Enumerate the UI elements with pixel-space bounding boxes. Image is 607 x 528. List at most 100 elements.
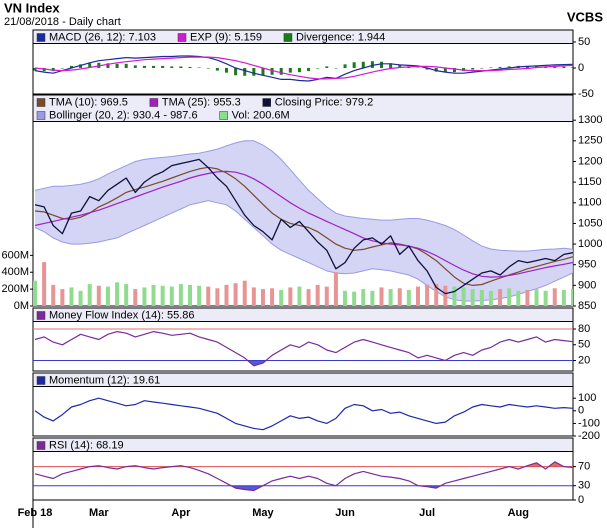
x-tick-label: Apr (171, 507, 191, 519)
divergence-bar (197, 67, 201, 68)
y-tick-label: 20 (578, 354, 590, 366)
volume-bar (543, 290, 548, 306)
y-tick-label: 0 (578, 494, 584, 506)
legend-swatch (36, 111, 46, 120)
y-tick-label: 850 (578, 300, 596, 312)
legend-box (33, 95, 573, 122)
bollinger-band (35, 140, 573, 301)
y-tick-label: 30 (578, 480, 590, 492)
x-tick-label: Jul (419, 507, 435, 519)
divergence-bar (434, 67, 438, 72)
volume-bar (525, 289, 530, 306)
legend-swatch (36, 376, 46, 385)
volume-bar (169, 286, 174, 306)
divergence-bar (471, 67, 475, 70)
volume-bar (415, 286, 420, 306)
y-tick-label: 1050 (578, 217, 602, 229)
y-tick-label: 1100 (578, 197, 602, 209)
divergence-bar (261, 67, 265, 76)
volume-bar (124, 284, 129, 306)
divergence-bar (79, 64, 83, 68)
divergence-bar (161, 65, 165, 68)
y-tick-label: -100 (578, 417, 600, 429)
volume-bar (87, 284, 92, 306)
volume-bar (224, 284, 229, 306)
volume-bar (324, 286, 329, 306)
series-line (34, 397, 573, 431)
divergence-bar (279, 67, 283, 75)
volume-bar (352, 291, 357, 306)
volume-bar (406, 289, 411, 306)
volume-bar (571, 289, 573, 306)
volume-bar (60, 289, 65, 306)
legend-box (33, 438, 573, 452)
divergence-bar (389, 63, 393, 68)
legend-label: Bollinger (20, 2): 930.4 - 987.6 (49, 109, 198, 121)
divergence-bar (188, 66, 192, 68)
y-tick-label: 1150 (578, 176, 602, 188)
divergence-bar (115, 63, 119, 68)
legend-box (33, 30, 573, 44)
volume-bar (443, 285, 448, 306)
volume-bar (470, 289, 475, 306)
plot-area (33, 140, 573, 306)
volume-bar (479, 289, 484, 306)
legend-swatch (219, 111, 228, 120)
series-line (34, 170, 573, 278)
volume-bar (297, 286, 302, 306)
y2-tick-label: 400M (1, 266, 29, 278)
legend-label: Divergence: 1.944 (296, 31, 385, 43)
volume-bar (260, 289, 265, 306)
volume-bar (461, 287, 466, 306)
divergence-bar (571, 66, 573, 68)
volume-bar (452, 286, 457, 306)
plot-area (33, 328, 573, 367)
volume-bar (343, 290, 348, 306)
y-tick-label: 0 (578, 405, 584, 417)
volume-bar (361, 289, 366, 306)
bollinger-upper (34, 140, 573, 252)
volume-bar (333, 272, 338, 306)
legend-label: Money Flow Index (14): 55.86 (49, 309, 195, 321)
divergence-bar (307, 67, 311, 72)
series-line (34, 461, 573, 492)
chart-title: VN Index (4, 0, 60, 15)
divergence-bar (416, 67, 420, 68)
volume-bar (279, 289, 284, 306)
volume-bar (507, 288, 512, 306)
divergence-bar (124, 63, 128, 68)
legend-swatch (36, 441, 46, 450)
y-tick-label: 1200 (578, 155, 602, 167)
legend-label: RSI (14): 68.19 (49, 439, 124, 451)
legend-box (33, 308, 573, 322)
volume-bar (197, 285, 202, 306)
divergence-bar (489, 67, 493, 68)
y-tick-label: 80 (578, 323, 590, 335)
legend-swatch (262, 98, 271, 107)
volume-bar (178, 284, 183, 306)
volume-bar (306, 289, 311, 306)
divergence-bar (152, 65, 156, 68)
y-tick-label: 50 (578, 36, 590, 48)
divergence-bar (60, 67, 64, 69)
volume-bar (105, 286, 110, 306)
legend-label: TMA (10): 969.5 (49, 96, 128, 108)
volume-bar (96, 285, 101, 306)
divergence-bar (343, 64, 347, 68)
y-tick-label: 1000 (578, 238, 602, 250)
divergence-bar (224, 67, 228, 73)
plot-area (34, 397, 573, 431)
divergence-bar (215, 67, 219, 71)
y-tick-label: 1300 (578, 114, 602, 126)
volume-bar (115, 282, 120, 306)
legend-swatch (36, 33, 46, 42)
x-tick-label: Aug (508, 507, 529, 519)
volume-bar (516, 290, 521, 306)
divergence-bar (380, 61, 384, 68)
volume-bar (215, 288, 220, 306)
divergence-bar (106, 63, 110, 68)
x-tick-label: Jun (335, 507, 355, 519)
divergence-bar (133, 65, 137, 68)
legend-label: Closing Price: 979.2 (275, 96, 373, 108)
